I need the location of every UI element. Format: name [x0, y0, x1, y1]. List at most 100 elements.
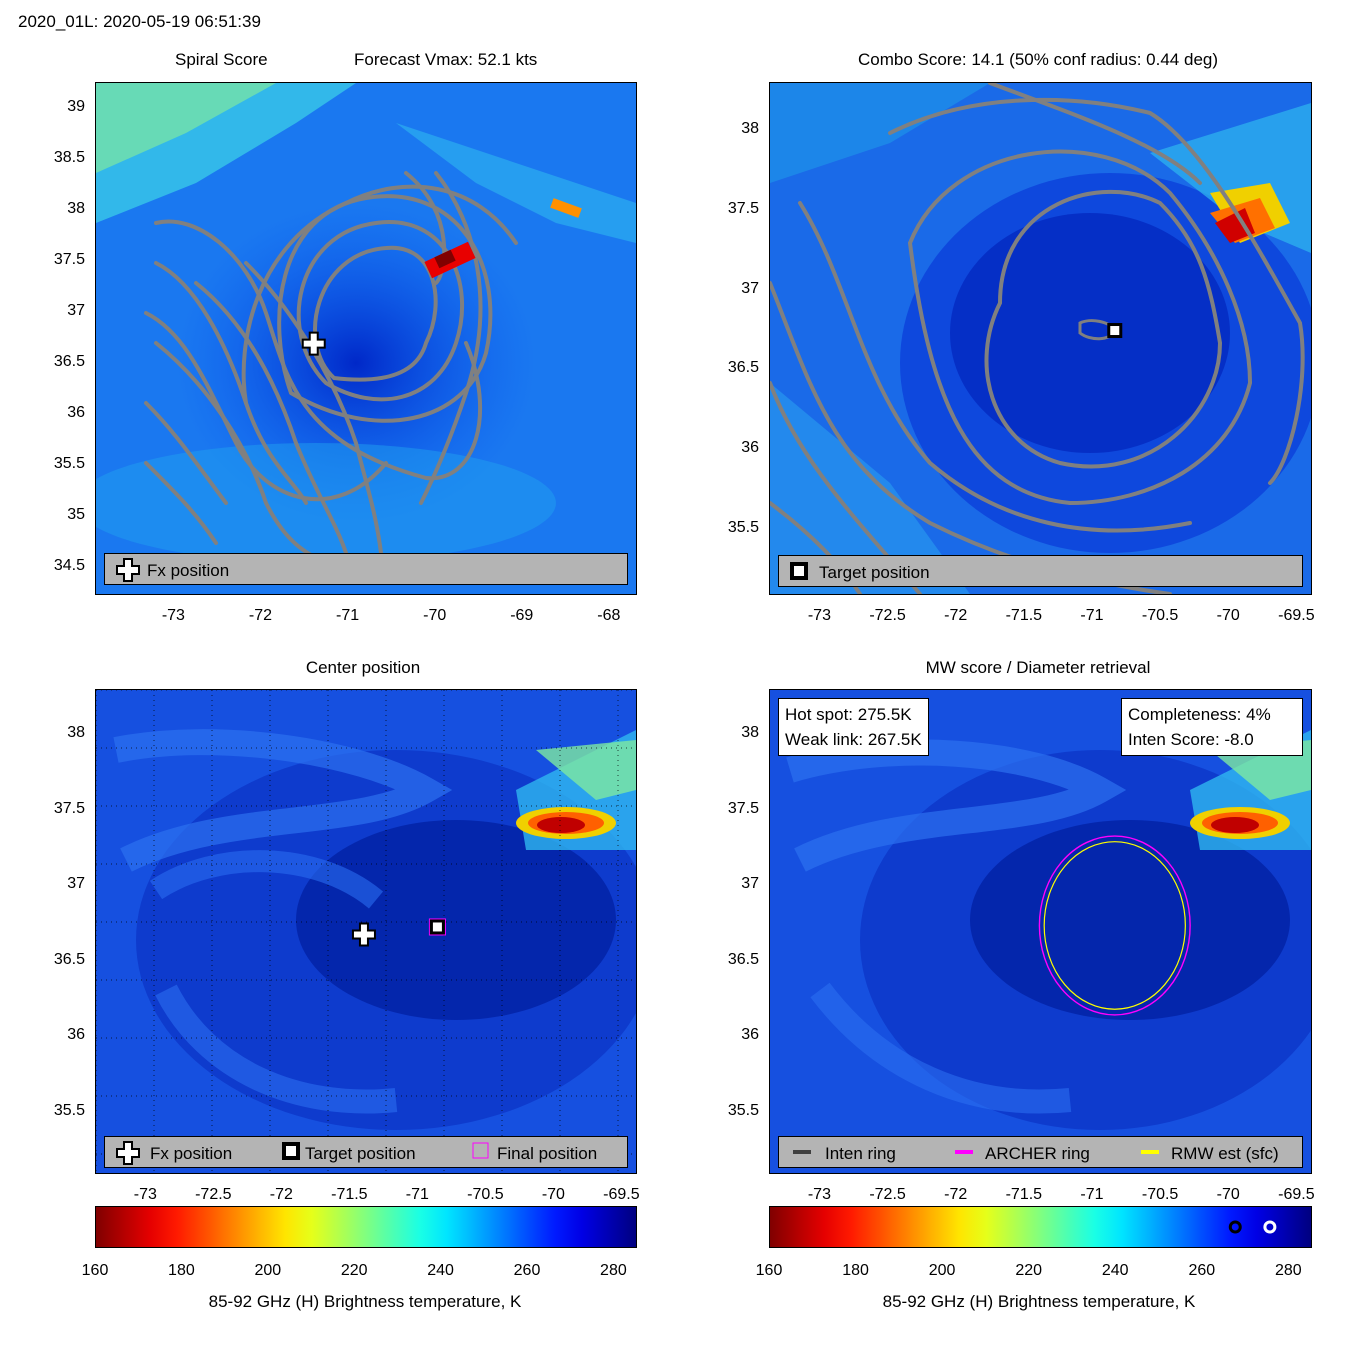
combo-score-title: Combo Score: 14.1 (50% conf radius: 0.44… [857, 50, 1219, 69]
x-tick-label: -72.5 [869, 607, 906, 624]
final-position-box [428, 918, 446, 936]
x-tick-label: -72 [248, 607, 273, 624]
y-tick-label: 34.5 [53, 557, 85, 575]
center-position-markers [351, 918, 446, 947]
spiral-legend: Fx position [104, 553, 628, 585]
y-tick-label: 38 [741, 724, 759, 742]
center-position-canvas [96, 690, 636, 1173]
fx-position-marker [301, 331, 326, 356]
fx-position-cross [301, 331, 326, 356]
archer-ring [1038, 835, 1191, 1016]
target-position-legend-label: Target position [819, 563, 930, 582]
colorbar-right [769, 1206, 1312, 1248]
hot-spot-marker [1263, 1220, 1277, 1234]
fx-position-cross [351, 922, 376, 947]
weak-link-marker [1228, 1220, 1242, 1234]
colorbar-label-left: 85-92 GHz (H) Brightness temperature, K [208, 1292, 522, 1311]
colorbar-tick-right: 180 [842, 1262, 869, 1279]
inten-ring-legend-label: Inten ring [825, 1144, 896, 1163]
y-tick-label: 37 [741, 279, 759, 297]
weak-link-text: Weak link: 267.5K [785, 730, 922, 749]
y-tick-label: 35.5 [727, 519, 759, 537]
target-position-marker [1107, 323, 1123, 339]
mw-score-plot: Hot spot: 275.5K Weak link: 267.5K Compl… [769, 689, 1312, 1174]
x-tick-label: -71 [1080, 1186, 1104, 1203]
x-tick-label: -72.5 [195, 1186, 232, 1203]
colorbar-tick-right: 200 [928, 1262, 956, 1279]
x-tick-label: -70.5 [1141, 1186, 1179, 1203]
y-tick-label: 37.5 [53, 250, 85, 268]
y-tick-label: 35.5 [727, 1101, 759, 1119]
mw-score-title: MW score / Diameter retrieval [925, 658, 1151, 677]
hot-spot-text: Hot spot: 275.5K [785, 705, 912, 724]
y-tick-label: 36 [67, 404, 85, 422]
y-tick-label: 35.5 [53, 1101, 85, 1119]
x-tick-label: -72 [944, 1186, 968, 1203]
x-tick-label: -68 [597, 607, 621, 624]
y-tick-label: 36.5 [53, 950, 85, 968]
x-tick-label: -71 [336, 607, 360, 624]
rmw-legend-swatch [1141, 1150, 1159, 1154]
x-tick-label: -69 [510, 607, 534, 624]
spiral-title: Spiral Score [175, 50, 268, 69]
y-tick-label: 39 [67, 97, 85, 115]
y-tick-label: 37 [67, 875, 85, 893]
colorbar-tick-left: 160 [81, 1262, 109, 1279]
spiral-score-plot: Fx position [95, 82, 637, 595]
colorbar-tick-left: 240 [427, 1262, 454, 1279]
y-tick-label: 38 [67, 199, 85, 217]
target-position-box [1107, 323, 1123, 339]
y-tick-label: 36.5 [53, 353, 85, 371]
archer-ring-legend-label: ARCHER ring [985, 1144, 1090, 1163]
target-position-box [429, 919, 445, 935]
x-tick-label: -72 [269, 1186, 293, 1203]
x-tick-label: -71.5 [331, 1186, 368, 1203]
x-tick-label: -71 [1080, 607, 1104, 624]
y-tick-label: 37 [741, 875, 759, 893]
y-tick-label: 37 [67, 301, 85, 319]
completeness-text: Completeness: 4% [1128, 705, 1271, 724]
x-tick-label: -69.5 [603, 1186, 640, 1203]
mw-score-canvas [770, 690, 1311, 1173]
y-tick-label: 36 [741, 1026, 759, 1044]
center-position-plot: Fx position Target position Final positi… [95, 689, 637, 1174]
hot-spot-info: Hot spot: 275.5K Weak link: 267.5K [778, 698, 929, 756]
colorbar-tick-left: 180 [168, 1262, 195, 1279]
colorbar-tick-left: 220 [340, 1262, 368, 1279]
rmw-ring [1043, 841, 1186, 1010]
x-tick-label: -70 [1216, 1186, 1240, 1203]
y-tick-label: 35 [67, 506, 85, 524]
center-position-title: Center position [305, 658, 421, 677]
x-tick-label: -71.5 [1005, 607, 1043, 624]
x-tick-label: -73 [807, 607, 831, 624]
archer-ring-legend-swatch [955, 1150, 973, 1154]
y-tick-label: 35.5 [53, 455, 85, 473]
colorbar-tick-right: 160 [755, 1262, 783, 1279]
forecast-vmax-title: Forecast Vmax: 52.1 kts [354, 50, 538, 69]
inten-ring-legend-swatch [793, 1150, 811, 1154]
x-tick-label: -71 [405, 1186, 429, 1203]
center-legend: Fx position Target position Final positi… [104, 1136, 628, 1168]
target-position-legend-label: Target position [305, 1144, 416, 1163]
combo-score-plot: Target position [769, 82, 1312, 595]
colorbar-tick-left: 280 [600, 1262, 627, 1279]
x-tick-label: -70 [541, 1186, 565, 1203]
y-tick-label: 36 [67, 1026, 85, 1044]
y-tick-label: 38 [67, 724, 85, 742]
x-tick-label: -70 [1216, 607, 1240, 624]
colorbar-tick-right: 280 [1275, 1262, 1302, 1279]
colorbar-tick-right: 260 [1188, 1262, 1216, 1279]
fx-position-legend-label: Fx position [147, 561, 230, 580]
colorbar-left [95, 1206, 637, 1248]
spiral-score-canvas [96, 83, 636, 594]
colorbar-tick-right: 220 [1015, 1262, 1043, 1279]
fx-position-legend-label: Fx position [150, 1144, 233, 1163]
y-tick-label: 36 [741, 439, 759, 457]
colorbar-tick-right: 240 [1101, 1262, 1129, 1279]
x-tick-label: -70.5 [467, 1186, 504, 1203]
y-tick-label: 36.5 [727, 950, 759, 968]
y-tick-label: 38 [741, 119, 759, 137]
y-tick-label: 37.5 [53, 799, 85, 817]
storm-time-title: 2020_01L: 2020-05-19 06:51:39 [18, 12, 261, 31]
x-tick-label: -70 [423, 607, 447, 624]
